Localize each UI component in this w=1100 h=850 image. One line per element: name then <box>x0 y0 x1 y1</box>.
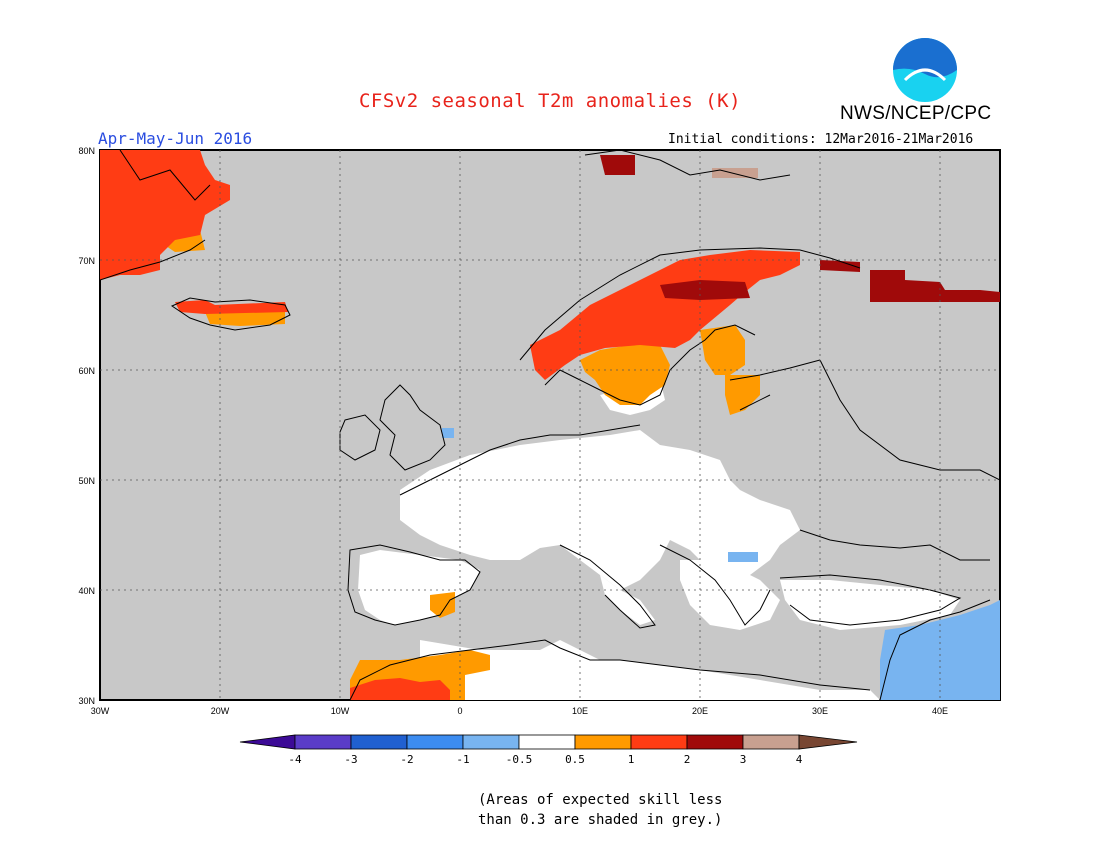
anomaly-blue-balkan <box>728 552 758 562</box>
colorbar-segment <box>742 734 800 750</box>
longitude-label: 20W <box>211 706 230 716</box>
anomaly-red-iceland <box>175 300 288 314</box>
near-normal-region-iberia <box>358 550 480 625</box>
longitude-label: 40E <box>932 706 948 716</box>
anomaly-red-morocco <box>350 678 450 700</box>
map-title: CFSv2 seasonal T2m anomalies (K) <box>358 90 742 112</box>
near-normal-region-north-africa <box>420 640 880 700</box>
latitude-label: 80N <box>78 146 95 156</box>
latitude-label: 40N <box>78 586 95 596</box>
anomaly-orange-baltic <box>725 375 760 415</box>
colorbar-tick-label: 3 <box>740 753 747 766</box>
colorbar-arrow-high <box>798 734 858 750</box>
latitude-label: 70N <box>78 256 95 266</box>
coastlines <box>100 150 1000 700</box>
colorbar-tick-label: -3 <box>344 753 357 766</box>
colorbar-tick-label: -1 <box>456 753 469 766</box>
colorbar-segment <box>406 734 464 750</box>
colorbar-segment <box>462 734 520 750</box>
longitude-label: 20E <box>692 706 708 716</box>
anomaly-orange-finland <box>700 325 745 375</box>
near-normal-region-italy-balkans <box>600 575 655 625</box>
colorbar-tick-label: 2 <box>684 753 691 766</box>
colorbar-tick-label: 4 <box>796 753 803 766</box>
colorbar-segment <box>686 734 744 750</box>
colorbar-tick-label: -0.5 <box>506 753 533 766</box>
colorbar-arrow-low <box>239 734 296 750</box>
longitude-label: 0 <box>457 706 462 716</box>
colorbar-segment <box>574 734 632 750</box>
latitude-label: 60N <box>78 366 95 376</box>
anomaly-orange-sweden <box>580 345 670 405</box>
anomaly-orange-iceland <box>205 312 285 326</box>
agency-label: NWS/NCEP/CPC <box>840 103 992 124</box>
near-normal-region-anatolia <box>780 580 960 630</box>
anomaly-orange-iberia <box>430 592 455 618</box>
anomaly-brown-franz-josef <box>712 168 758 178</box>
longitude-label: 10E <box>572 706 588 716</box>
noaa-logo <box>893 38 957 102</box>
colorbar-segment <box>294 734 352 750</box>
longitude-label: 30W <box>91 706 110 716</box>
latitude-label: 30N <box>78 696 95 706</box>
anomaly-darkred-svalbard <box>600 155 635 175</box>
colorbar-tick-label: -2 <box>400 753 413 766</box>
skill-note-line-2: than 0.3 are shaded in grey.) <box>478 812 723 828</box>
anomaly-red-greenland <box>100 150 230 280</box>
colorbar-segment <box>350 734 408 750</box>
season-label: Apr-May-Jun 2016 <box>98 129 253 148</box>
colorbar-segment <box>630 734 688 750</box>
colorbar-tick-label: -4 <box>288 753 302 766</box>
anomaly-darkred-finnmark <box>660 280 750 300</box>
anomaly-darkred-kola <box>870 270 1000 302</box>
anomaly-darkred-north <box>820 260 860 272</box>
longitude-label: 10W <box>331 706 350 716</box>
anomaly-blue-uk <box>442 428 454 438</box>
longitude-label: 30E <box>812 706 828 716</box>
initial-conditions-label: Initial conditions: 12Mar2016-21Mar2016 <box>668 132 974 147</box>
colorbar-segment <box>518 734 576 750</box>
latitude-label: 50N <box>78 476 95 486</box>
near-normal-region-balkans <box>680 560 780 630</box>
skill-note-line-1: (Areas of expected skill less <box>478 792 723 808</box>
colorbar-tick-label: 0.5 <box>565 753 585 766</box>
colorbar: -4 -3 -2 -1 -0.5 0.5 1 2 3 4 <box>239 734 858 766</box>
colorbar-tick-label: 1 <box>628 753 635 766</box>
